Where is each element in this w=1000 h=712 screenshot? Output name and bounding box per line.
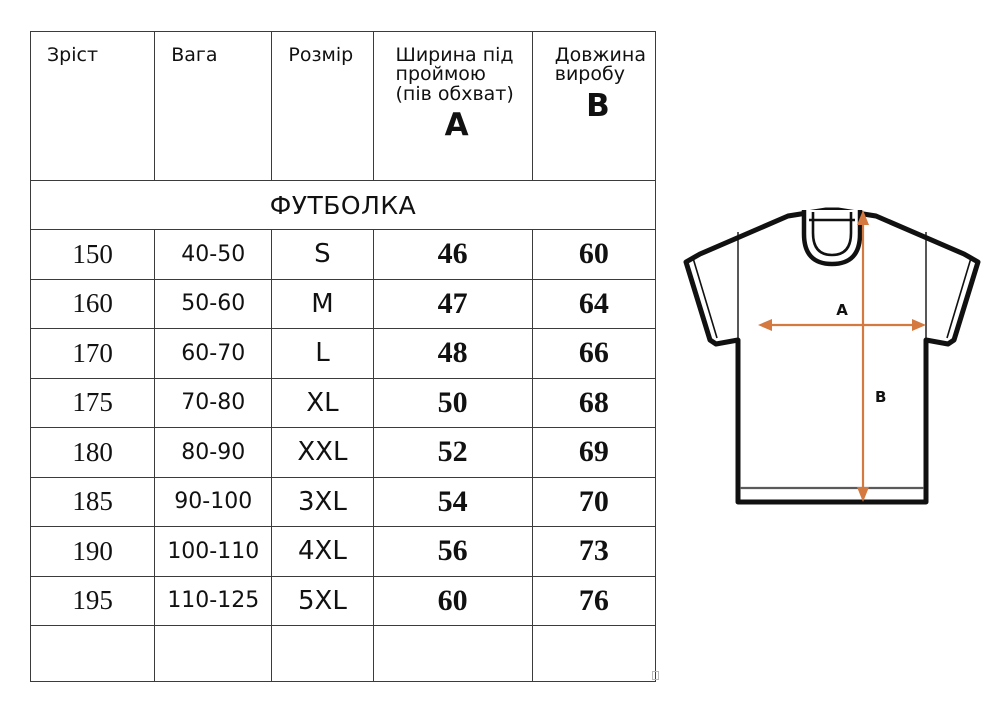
cell-weight: 100-110 [154,526,273,577]
cell-height: 180 [29,427,156,478]
category-row: ФУТБОЛКА [30,180,656,230]
collar-inner [811,212,853,257]
cell-weight: 110-125 [154,575,273,626]
cell-height: 170 [29,328,156,379]
cell-height: 175 [29,377,156,428]
cell-weight: 70-80 [154,377,273,428]
cell-size: XXL [271,427,374,478]
cell-weight: 80-90 [154,427,273,478]
cell-width-a: 56 [372,526,533,577]
cell-size: XL [271,377,374,428]
cell-length-b [531,625,657,682]
cell-width-a: 54 [372,476,533,527]
cell-width-a [372,625,533,682]
header-label-height: Зріст [47,44,99,66]
table-row-empty [29,625,657,682]
cell-height: 190 [29,526,156,577]
measurement-arrow-a [758,319,926,331]
table-row: 150 40-50 S 46 60 [29,229,657,280]
cell-size: 5XL [271,575,374,626]
header-cell-size: Розмір [271,31,374,181]
header-label-width-line3: (пів обхват) [395,82,514,105]
cell-height: 195 [29,575,156,626]
cell-weight: 90-100 [154,476,273,527]
cell-size [271,625,374,682]
cell-width-a: 60 [372,575,533,626]
cell-length-b: 68 [531,377,657,428]
left-sleeve-cuff-line [692,257,718,339]
cell-weight: 50-60 [154,278,273,329]
measurement-arrow-b [857,210,869,502]
cell-length-b: 76 [531,575,657,626]
header-label-length-line1: Довжина [554,44,646,66]
size-chart-table: Зріст Вага Розмір Ширина під проймою (пі… [29,31,657,682]
header-letter-a: A [444,107,469,144]
table-row: 180 80-90 XXL 52 69 [29,427,657,478]
cell-width-a: 50 [372,377,533,428]
table-row: 185 90-100 3XL 54 70 [29,476,657,527]
table-row: 160 50-60 M 47 64 [29,278,657,329]
header-letter-b: B [586,87,610,124]
header-cell-height: Зріст [29,31,156,181]
cell-weight [154,625,273,682]
header-cell-length-b: Довжина виробу B [531,31,657,181]
cell-height: 185 [29,476,156,527]
cell-width-a: 52 [372,427,533,478]
cell-width-a: 46 [372,229,533,280]
header-label-length-line2: виробу [554,63,625,86]
header-label-weight: Вага [171,44,218,66]
cell-size: L [271,328,374,379]
cell-height: 150 [29,229,156,280]
t-shirt-diagram: A B [676,192,988,517]
resize-handle-icon[interactable] [652,671,659,680]
category-label: ФУТБОЛКА [30,180,656,230]
header-label-size: Розмір [288,44,354,66]
cell-size: M [271,278,374,329]
cell-length-b: 66 [531,328,657,379]
header-cell-width-a: Ширина під проймою (пів обхват) A [372,31,533,181]
cell-length-b: 73 [531,526,657,577]
cell-size: 4XL [271,526,374,577]
cell-length-b: 69 [531,427,657,478]
cell-length-b: 64 [531,278,657,329]
header-cell-weight: Вага [154,31,273,181]
measurement-label-a: A [836,301,848,319]
right-sleeve-cuff-line [946,257,972,339]
table-row: 195 110-125 5XL 60 76 [29,575,657,626]
cell-size: S [271,229,374,280]
cell-width-a: 47 [372,278,533,329]
cell-size: 3XL [271,476,374,527]
table-row: 175 70-80 XL 50 68 [29,377,657,428]
header-label-width-line2: проймою [395,63,486,86]
cell-height: 160 [29,278,156,329]
cell-height [29,625,156,682]
table-row: 190 100-110 4XL 56 73 [29,526,657,577]
cell-weight: 40-50 [154,229,273,280]
cell-length-b: 60 [531,229,657,280]
header-label-width-line1: Ширина під [395,44,514,66]
cell-width-a: 48 [372,328,533,379]
cell-weight: 60-70 [154,328,273,379]
table-row: 170 60-70 L 48 66 [29,328,657,379]
cell-length-b: 70 [531,476,657,527]
measurement-label-b: B [875,388,886,406]
table-header-row: Зріст Вага Розмір Ширина під проймою (пі… [29,31,657,181]
